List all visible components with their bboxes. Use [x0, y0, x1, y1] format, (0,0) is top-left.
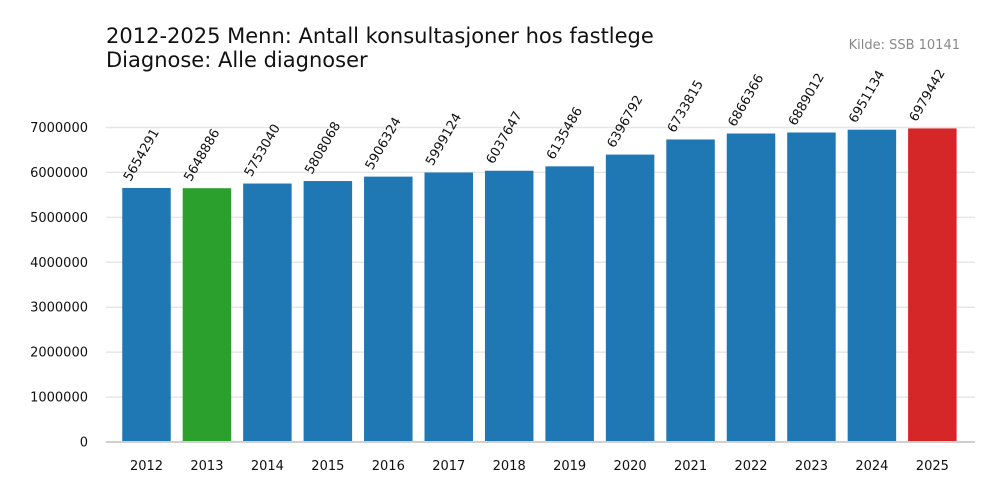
x-tick-label: 2025 [916, 459, 949, 474]
y-tick-label: 2000000 [30, 346, 88, 361]
y-tick-label: 1000000 [30, 391, 88, 406]
y-tick-label: 6000000 [30, 166, 88, 181]
bar [908, 128, 957, 442]
x-tick-label: 2017 [432, 459, 465, 474]
bar [726, 133, 776, 443]
x-tick-label: 2024 [855, 459, 888, 474]
bar [545, 166, 594, 443]
x-tick-label: 2015 [311, 459, 344, 474]
x-tick-label: 2022 [734, 459, 767, 474]
bar [243, 183, 292, 443]
data-label: 6889012 [786, 71, 828, 129]
bar [182, 188, 232, 442]
x-tick-label: 2012 [130, 459, 163, 474]
bar [847, 129, 897, 442]
x-tick-label: 2021 [674, 459, 707, 474]
data-label: 6396792 [605, 93, 647, 151]
bar [122, 187, 171, 442]
bar [666, 139, 715, 443]
data-label: 6951134 [846, 68, 888, 126]
data-label: 6979442 [907, 67, 949, 125]
x-tick-label: 2020 [614, 459, 647, 474]
y-tick-label: 4000000 [30, 256, 88, 271]
chart-title-line1: 2012-2025 Menn: Antall konsultasjoner ho… [106, 24, 654, 48]
y-tick-label: 7000000 [30, 121, 88, 136]
x-tick-label: 2016 [372, 459, 405, 474]
data-label: 6037647 [484, 109, 526, 167]
x-tick-label: 2019 [553, 459, 586, 474]
data-label: 5648886 [181, 127, 223, 185]
y-tick-label: 3000000 [30, 301, 88, 316]
x-tick-label: 2018 [493, 459, 526, 474]
bar [424, 172, 473, 442]
data-label: 6135486 [544, 105, 586, 163]
y-tick-label: 0 [80, 436, 88, 451]
data-label: 5999124 [423, 111, 465, 169]
chart-title: 2012-2025 Menn: Antall konsultasjoner ho… [106, 24, 654, 72]
data-label: 5654291 [121, 126, 163, 184]
x-tick-label: 2013 [190, 459, 223, 474]
bar [484, 170, 534, 442]
bar [303, 181, 353, 442]
x-tick-label: 2023 [795, 459, 828, 474]
x-tick-label: 2014 [251, 459, 284, 474]
data-label: 5753040 [242, 122, 284, 180]
bar [364, 176, 413, 442]
source-note: Kilde: SSB 10141 [848, 38, 960, 53]
data-label: 6866366 [725, 72, 767, 130]
bar [787, 132, 836, 443]
bar [605, 154, 655, 443]
chart-subtitle: Diagnose: Alle diagnoser [106, 48, 368, 72]
data-label: 5906324 [363, 115, 405, 173]
y-tick-label: 5000000 [30, 211, 88, 226]
